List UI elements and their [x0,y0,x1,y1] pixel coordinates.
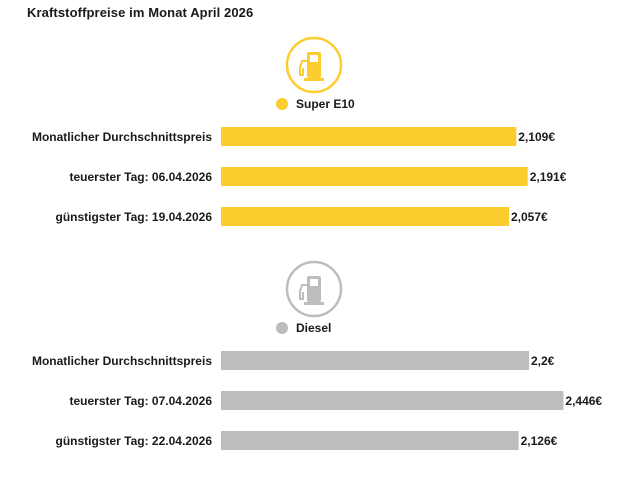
bar-row: teuerster Tag: 07.04.2026 2,446€ [69,391,602,410]
fuel-pump-icon [285,260,343,318]
pump-window [310,55,318,62]
pump-hose [299,284,307,300]
bar-row: günstigster Tag: 22.04.2026 2,126€ [55,431,558,450]
legend-swatch [276,98,288,110]
legend-label: Diesel [296,321,331,335]
chart-title: Kraftstoffpreise im Monat April 2026 [27,5,254,20]
bar [221,167,528,186]
value-label: 2,446€ [565,394,602,408]
chart-panel-diesel: Diesel Monatlicher Durchschnittspreis 2,2€… [32,260,602,450]
bar [221,207,509,226]
bar [221,351,529,370]
bar-row: Monatlicher Durchschnittspreis 2,2€ [32,351,555,370]
bar [221,127,517,146]
value-label: 2,191€ [530,170,567,184]
pump-base [304,78,324,81]
bar-row: günstigster Tag: 19.04.2026 2,057€ [55,207,548,226]
category-label: günstigster Tag: 19.04.2026 [55,210,212,224]
icon-ring [285,260,343,318]
legend-label: Super E10 [296,97,355,111]
chart-panel-super-e10: Super E10 Monatlicher Durchschnittspreis 2… [32,36,567,226]
icon-ring [285,36,343,94]
pump-base [304,302,324,305]
fuel-pump-icon [285,36,343,94]
legend-swatch [276,322,288,334]
bar [221,431,519,450]
category-label: günstigster Tag: 22.04.2026 [55,434,212,448]
category-label: teuerster Tag: 06.04.2026 [69,170,212,184]
value-label: 2,2€ [531,354,555,368]
value-label: 2,126€ [521,434,558,448]
pump-hose [299,60,307,76]
legend: Diesel [276,321,331,335]
value-label: 2,057€ [511,210,548,224]
category-label: Monatlicher Durchschnittspreis [32,130,212,144]
legend: Super E10 [276,97,355,111]
value-label: 2,109€ [518,130,555,144]
bar-row: Monatlicher Durchschnittspreis 2,109€ [32,127,555,146]
category-label: teuerster Tag: 07.04.2026 [69,394,212,408]
category-label: Monatlicher Durchschnittspreis [32,354,212,368]
bar-row: teuerster Tag: 06.04.2026 2,191€ [69,167,567,186]
bar [221,391,564,410]
pump-window [310,279,318,286]
